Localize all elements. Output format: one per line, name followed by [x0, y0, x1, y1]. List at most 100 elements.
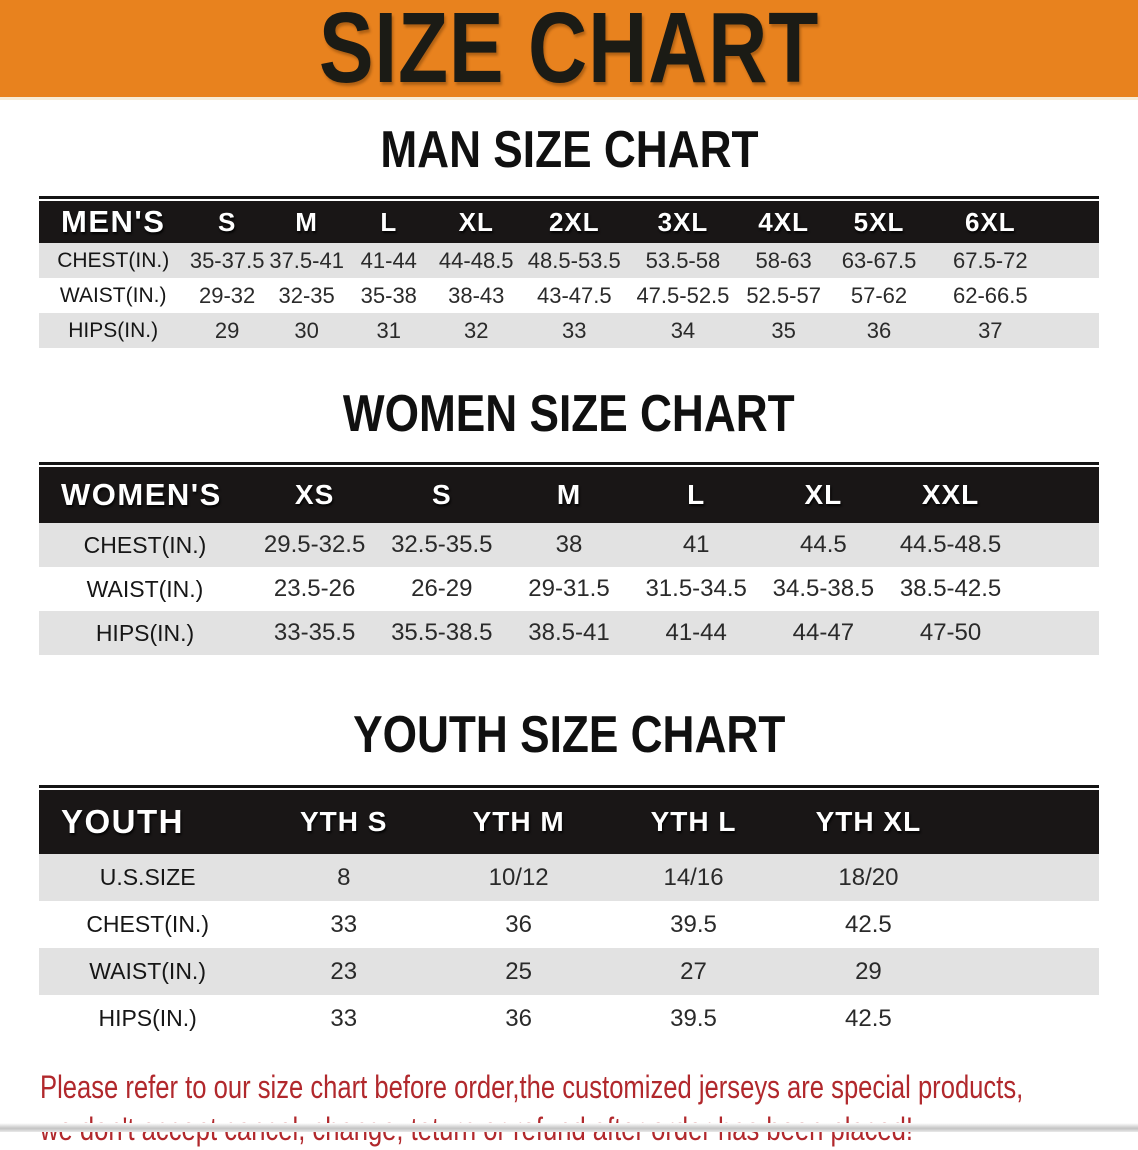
- size-table-header-row: WOMEN'S XS S M L XL XXL: [39, 467, 1099, 523]
- table-row: U.S.SIZE 8 10/12 14/16 18/20: [39, 854, 1099, 901]
- youth-section-heading: YOUTH SIZE CHART: [352, 706, 786, 764]
- size-value-cell: 44.5: [800, 531, 847, 558]
- size-value-cell: 41: [682, 531, 710, 558]
- table-row: HIPS(IN.) 33-35.5 35.5-38.5 38.5-41 41-44 44-…: [39, 611, 1099, 655]
- size-column-header: S: [378, 467, 506, 523]
- size-value-cell: 35.5-38.5: [391, 619, 493, 646]
- table-group-label: YOUTH: [39, 790, 257, 854]
- size-value-cell: 34.5-38.5: [772, 575, 875, 602]
- filler-cell: [1051, 278, 1099, 313]
- size-value-cell: 37.5-41: [269, 247, 344, 273]
- policy-line-1: Please refer to our size chart before or…: [40, 1069, 1024, 1105]
- size-value-cell: 67.5-72: [952, 247, 1028, 273]
- size-value-cell: 8: [337, 863, 351, 891]
- size-value-cell: 29.5-32.5: [263, 531, 366, 558]
- row-label: HIPS(IN.): [95, 619, 195, 646]
- size-value-cell: 33: [330, 910, 358, 938]
- row-label: WAIST(IN.): [89, 958, 206, 984]
- size-value-cell: 14/16: [663, 863, 724, 891]
- size-value-cell: 38.5-41: [528, 619, 610, 646]
- filler-cell: [1051, 243, 1099, 278]
- size-value-cell: 33-35.5: [273, 619, 356, 646]
- size-value-cell: 33: [562, 317, 587, 343]
- size-value-cell: 35-37.5: [189, 247, 265, 273]
- table-row: HIPS(IN.) 33 36 39.5 42.5: [39, 995, 1099, 1042]
- filler-cell: [956, 854, 1099, 901]
- filler-cell: [1014, 567, 1099, 611]
- size-value-cell: 26-29: [411, 575, 473, 602]
- size-column-header: 2XL: [521, 201, 628, 243]
- table-row: HIPS(IN.) 29 30 31 32 33 34 35 36 37: [39, 313, 1099, 348]
- women-size-table-wrap: WOMEN'S XS S M L XL XXL CHEST(IN.) 29.5-32.5 32.5…: [39, 462, 1099, 655]
- size-value-cell: 41-44: [360, 247, 417, 273]
- filler-cell: [956, 948, 1099, 995]
- size-value-cell: 29: [214, 317, 240, 343]
- table-group-label: WOMEN'S: [39, 467, 252, 523]
- size-value-cell: 31.5-34.5: [645, 575, 747, 602]
- size-value-cell: 29-32: [199, 282, 256, 308]
- table-group-label: MEN'S: [39, 201, 188, 243]
- size-column-header: YTH L: [606, 790, 781, 854]
- size-value-cell: 41-44: [665, 619, 727, 646]
- size-column-header: M: [505, 467, 633, 523]
- size-value-cell: 62-66.5: [952, 282, 1028, 308]
- size-column-header: YTH S: [256, 790, 432, 854]
- size-column-header: XS: [251, 467, 379, 523]
- size-value-cell: 44-47: [792, 619, 855, 646]
- table-row: CHEST(IN.) 35-37.5 37.5-41 41-44 44-48.5 48.5…: [39, 243, 1099, 278]
- table-row: CHEST(IN.) 29.5-32.5 32.5-35.5 38 41 44.5 44.5…: [39, 523, 1099, 567]
- size-column-header: M: [266, 201, 347, 243]
- size-value-cell: 37: [978, 317, 1003, 343]
- size-column-header: 6XL: [929, 201, 1052, 243]
- size-value-cell: 27: [680, 957, 707, 985]
- page-title: SIZE CHART: [318, 0, 820, 100]
- filler-cell: [956, 995, 1099, 1042]
- size-value-cell: 35: [771, 317, 796, 343]
- table-row: WAIST(IN.) 29-32 32-35 35-38 38-43 43-47.5 47.…: [39, 278, 1099, 313]
- size-value-cell: 30: [294, 317, 319, 343]
- size-value-cell: 29-31.5: [528, 575, 610, 602]
- size-value-cell: 18/20: [838, 863, 899, 891]
- row-label: WAIST(IN.): [59, 283, 167, 307]
- size-chart-banner: SIZE CHART: [0, 0, 1138, 100]
- row-label: WAIST(IN.): [86, 575, 204, 602]
- men-size-table: MEN'S S M L XL 2XL 3XL 4XL 5XL 6XL CHEST(IN.) 35-37…: [39, 201, 1099, 348]
- size-value-cell: 48.5-53.5: [527, 247, 621, 273]
- size-table-header-row: YOUTH YTH S YTH M YTH L YTH XL: [39, 790, 1099, 854]
- size-column-header: XXL: [886, 467, 1015, 523]
- row-label: CHEST(IN.): [83, 531, 207, 558]
- size-value-cell: 39.5: [670, 910, 717, 938]
- size-value-cell: 47.5-52.5: [636, 282, 730, 308]
- size-value-cell: 34: [670, 317, 696, 343]
- filler-cell: [1014, 611, 1099, 655]
- filler-header-cell: [1014, 467, 1099, 523]
- size-value-cell: 36: [505, 1004, 532, 1032]
- filler-cell: [1051, 313, 1099, 348]
- row-label: U.S.SIZE: [99, 864, 196, 890]
- row-label: CHEST(IN.): [86, 911, 209, 937]
- size-value-cell: 23.5-26: [273, 575, 356, 602]
- row-label: HIPS(IN.): [98, 1005, 197, 1031]
- youth-size-table-wrap: YOUTH YTH S YTH M YTH L YTH XL U.S.SIZE 8 10/12…: [39, 785, 1099, 1042]
- size-value-cell: 53.5-58: [645, 247, 721, 273]
- size-column-header: 3XL: [627, 201, 739, 243]
- size-column-header: S: [187, 201, 267, 243]
- size-value-cell: 43-47.5: [536, 282, 612, 308]
- size-value-cell: 38: [555, 531, 583, 558]
- men-size-table-wrap: MEN'S S M L XL 2XL 3XL 4XL 5XL 6XL CHEST(IN.) 35-37…: [39, 196, 1099, 348]
- size-value-cell: 35-38: [360, 282, 417, 308]
- row-label: HIPS(IN.): [68, 318, 159, 342]
- size-value-cell: 29: [855, 957, 882, 985]
- size-value-cell: 38.5-42.5: [899, 575, 1002, 602]
- size-value-cell: 31: [376, 317, 402, 343]
- size-value-cell: 32-35: [278, 282, 335, 308]
- size-value-cell: 32.5-35.5: [391, 531, 493, 558]
- size-column-header: L: [346, 201, 432, 243]
- size-value-cell: 58-63: [755, 247, 812, 273]
- size-column-header: XL: [759, 467, 887, 523]
- size-value-cell: 44-48.5: [438, 247, 514, 273]
- row-label: CHEST(IN.): [57, 248, 170, 272]
- size-value-cell: 47-50: [919, 619, 982, 646]
- size-column-header: L: [632, 467, 760, 523]
- size-table-header-row: MEN'S S M L XL 2XL 3XL 4XL 5XL 6XL: [39, 201, 1099, 243]
